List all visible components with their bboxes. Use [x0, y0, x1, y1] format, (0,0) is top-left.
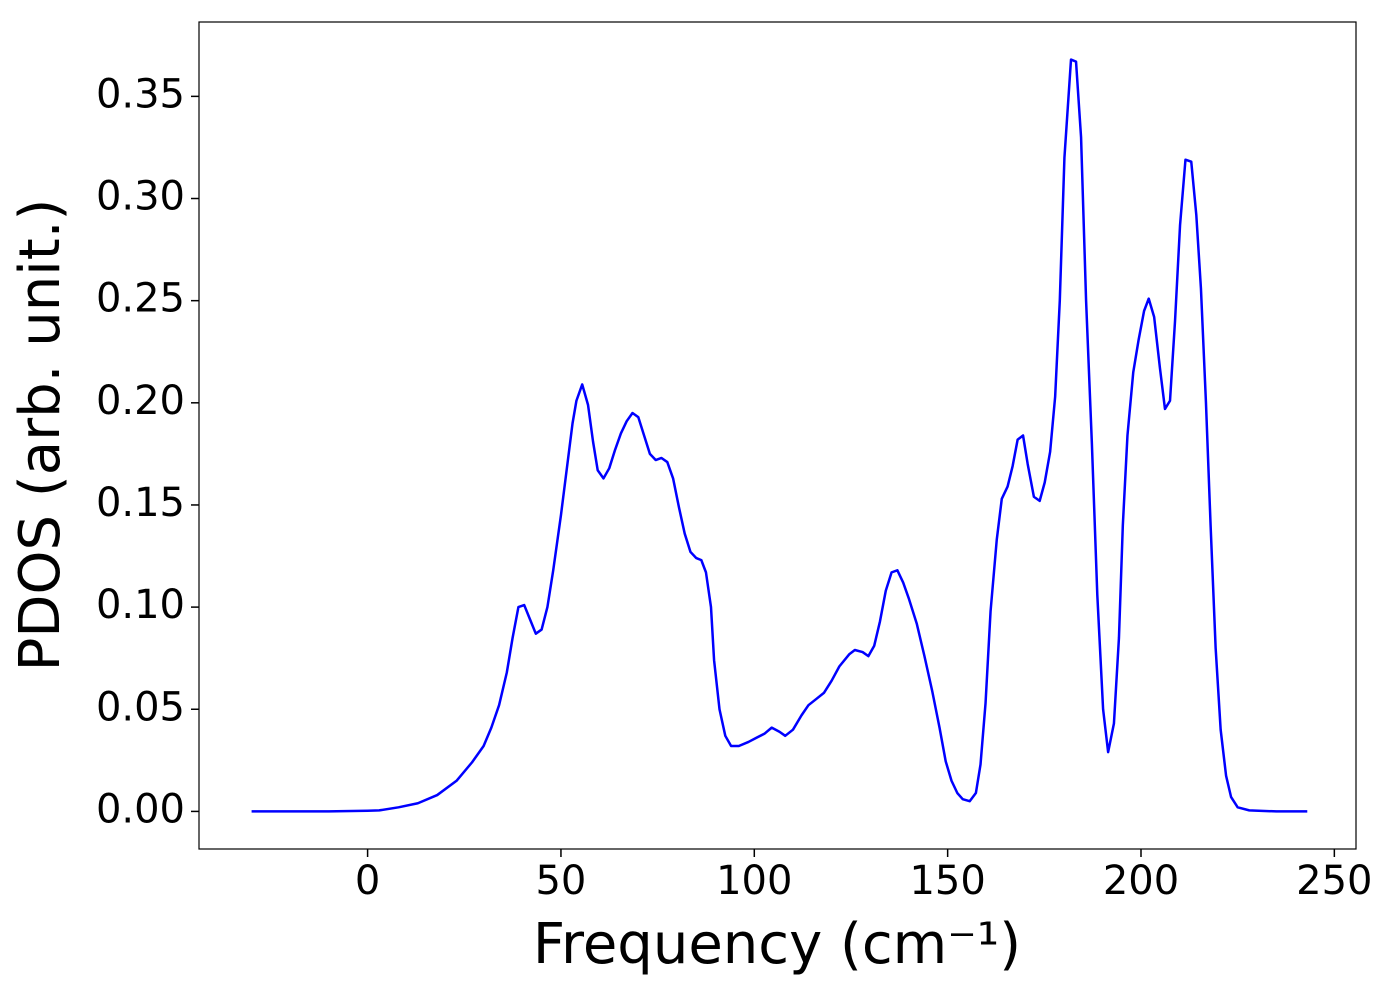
plot-frame	[198, 21, 1357, 850]
y-tick-label: 0.00	[96, 786, 185, 832]
x-tick-label: 200	[1103, 858, 1179, 904]
y-tick-label: 0.25	[96, 276, 185, 322]
y-tick-label: 0.20	[96, 378, 185, 424]
data-line	[251, 58, 1308, 813]
y-axis-label: PDOS (arb. unit.)	[8, 199, 73, 672]
y-tick-label: 0.30	[96, 174, 185, 220]
y-tick-label: 0.15	[96, 480, 185, 526]
y-tick-label: 0.10	[96, 582, 185, 628]
y-tick-label: 0.05	[96, 684, 185, 730]
x-tick-label: 150	[909, 858, 985, 904]
x-tick-label: 250	[1296, 858, 1372, 904]
x-tick-label: 50	[535, 858, 586, 904]
x-tick-label: 0	[355, 858, 380, 904]
x-tick-label: 100	[716, 858, 792, 904]
x-axis-label: Frequency (cm⁻¹)	[533, 912, 1021, 977]
y-tick-label: 0.35	[96, 71, 185, 117]
